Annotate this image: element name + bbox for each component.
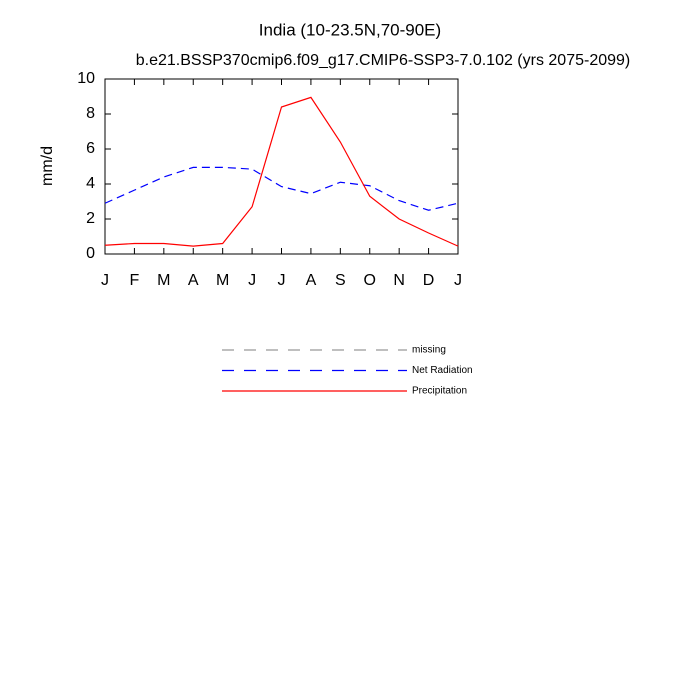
x-tick-label: J <box>454 272 462 289</box>
x-tick-label: D <box>423 272 435 289</box>
x-tick-label: A <box>306 272 317 289</box>
legend-label: missing <box>412 345 446 356</box>
x-tick-label: A <box>188 272 199 289</box>
legend-label: Net Radiation <box>412 365 473 376</box>
x-tick-label: M <box>157 272 170 289</box>
y-axis-label: mm/d <box>39 146 56 186</box>
x-tick-label: O <box>364 272 376 289</box>
y-tick-label: 6 <box>86 140 95 157</box>
y-tick-label: 4 <box>86 175 95 192</box>
series-line <box>104 166 459 211</box>
series-line <box>104 96 459 247</box>
y-tick-label: 2 <box>86 210 95 227</box>
chart-title: India (10-23.5N,70-90E) <box>259 20 441 39</box>
legend-label: Precipitation <box>412 386 467 397</box>
x-tick-label: J <box>101 272 109 289</box>
y-tick-label: 10 <box>77 70 95 87</box>
x-tick-label: S <box>335 272 346 289</box>
y-tick-label: 0 <box>86 245 95 262</box>
plot-frame <box>104 78 459 255</box>
chart-subtitle: b.e21.BSSP370cmip6.f09_g17.CMIP6-SSP3-7.… <box>136 52 631 69</box>
x-tick-label: J <box>248 272 256 289</box>
x-tick-label: M <box>216 272 229 289</box>
x-tick-label: N <box>393 272 405 289</box>
x-tick-label: F <box>130 272 140 289</box>
x-tick-label: J <box>278 272 286 289</box>
y-tick-label: 8 <box>86 105 95 122</box>
